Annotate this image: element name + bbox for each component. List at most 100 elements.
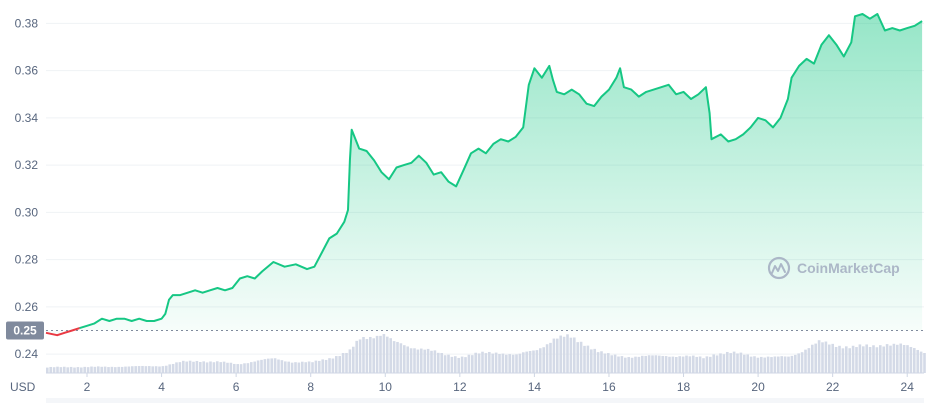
volume-bar — [413, 348, 416, 373]
volume-bar — [729, 353, 732, 373]
volume-bar — [66, 367, 69, 373]
volume-bar — [651, 355, 654, 373]
volume-bar — [875, 347, 879, 373]
volume-bar — [447, 354, 450, 373]
volume-bar — [290, 362, 294, 373]
volume-bar — [610, 355, 613, 373]
volume-bar — [250, 362, 253, 373]
volume-bar — [457, 357, 460, 373]
x-tick-label: 2 — [84, 380, 91, 394]
x-tick-label: 4 — [158, 380, 165, 394]
volume-bar — [348, 349, 352, 373]
volume-bar — [658, 355, 661, 373]
volume-bar — [324, 359, 328, 373]
volume-bar — [185, 361, 188, 373]
volume-bar — [916, 349, 919, 373]
volume-bar — [188, 360, 192, 373]
volume-bar — [270, 358, 273, 373]
volume-bar — [375, 335, 379, 373]
volume-bar — [913, 348, 916, 373]
volume-bar — [695, 356, 698, 373]
volume-bar — [511, 354, 515, 373]
volume-bar — [702, 358, 705, 373]
volume-bar — [202, 361, 205, 373]
volume-bar — [117, 366, 120, 373]
x-tick-label: 20 — [751, 380, 765, 394]
volume-bar — [161, 366, 165, 373]
volume-bar — [528, 351, 532, 373]
volume-bar — [797, 353, 800, 373]
volume-bar — [688, 356, 692, 373]
volume-bar — [491, 353, 494, 373]
volume-bar — [134, 366, 137, 373]
volume-bar — [474, 352, 477, 373]
volume-bar — [471, 355, 474, 373]
volume-bar — [226, 362, 229, 373]
volume-bar — [715, 355, 719, 373]
volume-bar — [294, 362, 297, 373]
volume-bar — [171, 363, 175, 373]
volume-bar — [73, 367, 76, 373]
volume-bar — [634, 356, 637, 373]
volume-bar — [923, 352, 926, 373]
volume-bar — [613, 354, 617, 373]
volume-bar — [817, 340, 821, 373]
volume-bar — [899, 343, 902, 373]
volume-bar — [896, 344, 899, 373]
volume-bar — [382, 334, 386, 373]
volume-bar — [284, 361, 287, 373]
volume-bar — [137, 366, 141, 373]
volume-bar — [192, 361, 195, 373]
x-tick-label: 6 — [233, 380, 240, 394]
volume-bar — [824, 341, 828, 373]
volume-bar — [358, 339, 362, 373]
volume-bars — [46, 334, 926, 373]
volume-bar — [69, 366, 73, 373]
volume-bar — [562, 336, 566, 373]
volume-bar — [749, 356, 753, 373]
x-tick-label: 16 — [602, 380, 616, 394]
volume-bar — [423, 349, 426, 373]
x-tick-label: 14 — [528, 380, 542, 394]
price-area — [46, 14, 923, 336]
volume-bar — [484, 353, 488, 373]
volume-bar — [63, 366, 66, 373]
volume-bar — [83, 366, 86, 373]
volume-bar — [253, 361, 256, 373]
volume-bar — [426, 348, 430, 373]
volume-bar — [243, 363, 246, 373]
volume-bar — [481, 351, 484, 373]
volume-bar — [454, 356, 457, 373]
volume-bar — [389, 338, 392, 373]
volume-bar — [345, 352, 348, 373]
volume-bar — [885, 344, 889, 373]
x-tick-label: 10 — [379, 380, 393, 394]
volume-bar — [430, 350, 433, 373]
volume-bar — [93, 366, 97, 373]
volume-bar — [675, 357, 678, 373]
volume-bar — [719, 353, 722, 373]
volume-bar — [773, 356, 777, 373]
volume-bar — [766, 356, 770, 373]
volume-bar — [114, 367, 117, 373]
volume-bar — [464, 357, 467, 373]
volume-bar — [216, 361, 219, 373]
volume-bar — [525, 351, 528, 373]
volume-bar — [556, 338, 559, 373]
volume-bar — [539, 348, 542, 373]
volume-bar — [508, 354, 511, 373]
volume-bar — [440, 353, 443, 373]
price-area-fill — [46, 14, 923, 336]
volume-bar — [209, 361, 212, 373]
volume-bar — [236, 364, 239, 373]
volume-bar — [498, 354, 501, 373]
volume-bar — [90, 366, 93, 373]
volume-bar — [552, 338, 556, 373]
volume-bar — [277, 359, 280, 373]
volume-bar — [828, 344, 831, 373]
volume-bar — [831, 343, 834, 373]
coinmarketcap-logo-mark — [771, 263, 786, 274]
volume-bar — [158, 366, 161, 373]
